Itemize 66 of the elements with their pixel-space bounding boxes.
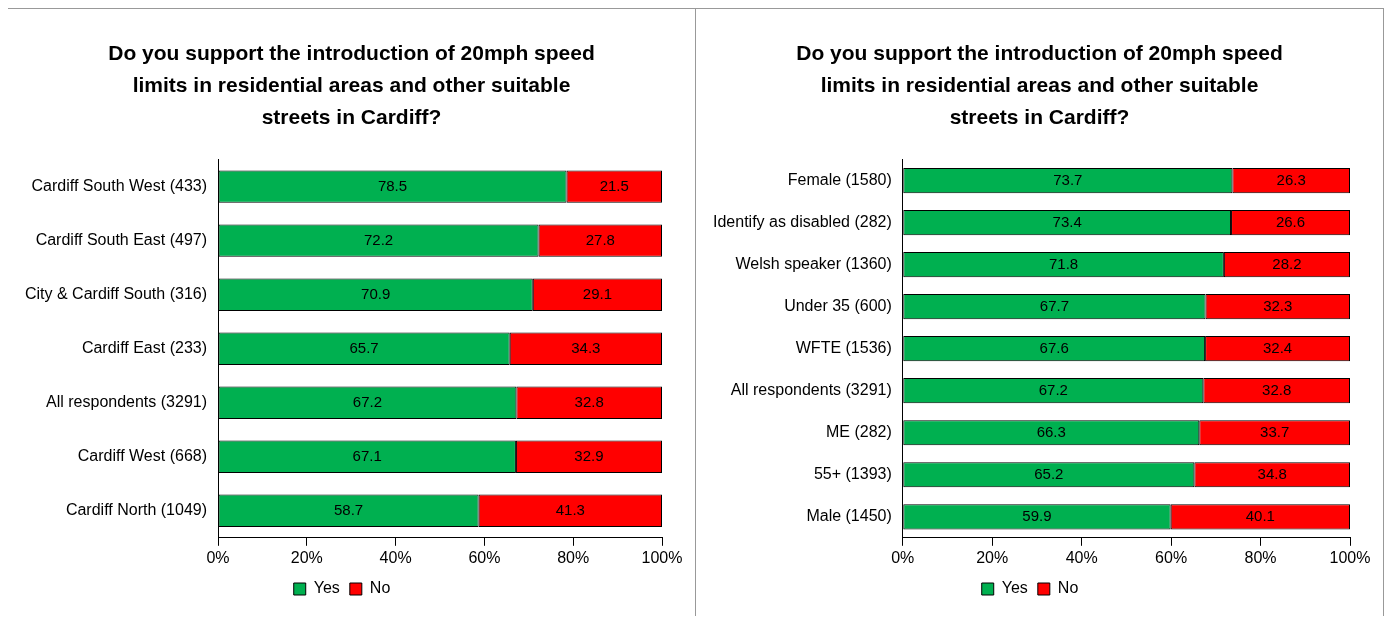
y-tick-label: Cardiff East (233) xyxy=(81,339,207,357)
x-tick-label: 100% xyxy=(641,548,682,566)
y-tick-label: Under 35 (600) xyxy=(783,297,892,315)
y-tick-label: Identify as disabled (282) xyxy=(712,213,892,231)
data-label: 26.3 xyxy=(1276,170,1306,188)
y-tick-label: 55+ (1393) xyxy=(813,465,892,483)
data-label: 32.4 xyxy=(1262,338,1292,356)
y-tick-label: Male (1450) xyxy=(805,507,892,525)
y-tick-label: Cardiff North (1049) xyxy=(65,501,207,519)
legend-label: Yes xyxy=(313,579,340,597)
data-label: 26.6 xyxy=(1275,212,1305,230)
x-tick-label: 60% xyxy=(467,548,500,566)
x-tick-label: 100% xyxy=(1329,548,1370,566)
legend-label: No xyxy=(369,579,390,597)
data-label: 70.9 xyxy=(360,284,390,302)
data-label: 67.1 xyxy=(352,446,382,464)
data-label: 32.8 xyxy=(574,392,604,410)
data-label: 78.5 xyxy=(377,176,407,194)
x-tick-label: 0% xyxy=(205,548,230,566)
data-label: 33.7 xyxy=(1259,422,1289,440)
legend-label: Yes xyxy=(1001,579,1028,597)
data-label: 66.3 xyxy=(1036,422,1066,440)
data-label: 34.8 xyxy=(1257,464,1287,482)
data-label: 67.2 xyxy=(352,392,382,410)
data-label: 34.3 xyxy=(570,338,600,356)
data-label: 72.2 xyxy=(363,230,393,248)
data-label: 32.3 xyxy=(1262,296,1292,314)
y-tick-label: Cardiff West (668) xyxy=(77,447,207,465)
x-tick-label: 80% xyxy=(556,548,589,566)
y-tick-label: All respondents (3291) xyxy=(730,381,892,399)
x-tick-label: 20% xyxy=(975,548,1008,566)
x-tick-label: 40% xyxy=(379,548,412,566)
data-label: 65.7 xyxy=(349,338,379,356)
data-label: 59.9 xyxy=(1021,506,1052,524)
chart-title: Do you support the introduction of 20mph speed limits in residential areas and other suitable streets in Cardiff? xyxy=(795,40,1284,130)
data-label: 41.3 xyxy=(555,500,585,518)
x-tick-label: 80% xyxy=(1244,548,1277,566)
data-label: 40.1 xyxy=(1245,506,1275,524)
data-label: 67.6 xyxy=(1039,338,1069,356)
x-tick-label: 0% xyxy=(890,548,914,566)
y-tick-label: Welsh speaker (1360) xyxy=(735,255,892,273)
x-tick-label: 40% xyxy=(1065,548,1098,566)
data-label: 67.7 xyxy=(1039,296,1069,314)
data-label: 71.8 xyxy=(1048,254,1078,272)
y-tick-label: Cardiff South East (497) xyxy=(35,231,207,249)
legend-label: No xyxy=(1057,579,1078,597)
data-label: 29.1 xyxy=(582,284,612,302)
y-tick-label: WFTE (1536) xyxy=(795,339,892,357)
y-tick-label: ME (282) xyxy=(825,423,892,441)
data-label: 32.8 xyxy=(1261,380,1291,398)
data-label: 73.4 xyxy=(1052,212,1082,230)
data-label: 21.5 xyxy=(599,176,629,194)
chart-title: Do you support the introduction of 20mph speed limits in residential areas and other suitable streets in Cardiff? xyxy=(107,40,596,130)
y-tick-label: Cardiff South West (433) xyxy=(31,177,207,195)
data-label: 67.2 xyxy=(1038,380,1068,398)
x-tick-label: 20% xyxy=(290,548,323,566)
data-label: 65.2 xyxy=(1033,464,1063,482)
data-label: 58.7 xyxy=(333,500,363,518)
y-tick-label: All respondents (3291) xyxy=(45,393,207,411)
x-tick-label: 60% xyxy=(1154,548,1187,566)
y-tick-label: City & Cardiff South (316) xyxy=(24,285,207,303)
y-tick-label: Female (1580) xyxy=(787,171,892,189)
data-label: 28.2 xyxy=(1271,254,1302,272)
data-label: 27.8 xyxy=(585,230,615,248)
data-label: 73.7 xyxy=(1052,170,1082,188)
data-label: 32.9 xyxy=(573,446,604,464)
